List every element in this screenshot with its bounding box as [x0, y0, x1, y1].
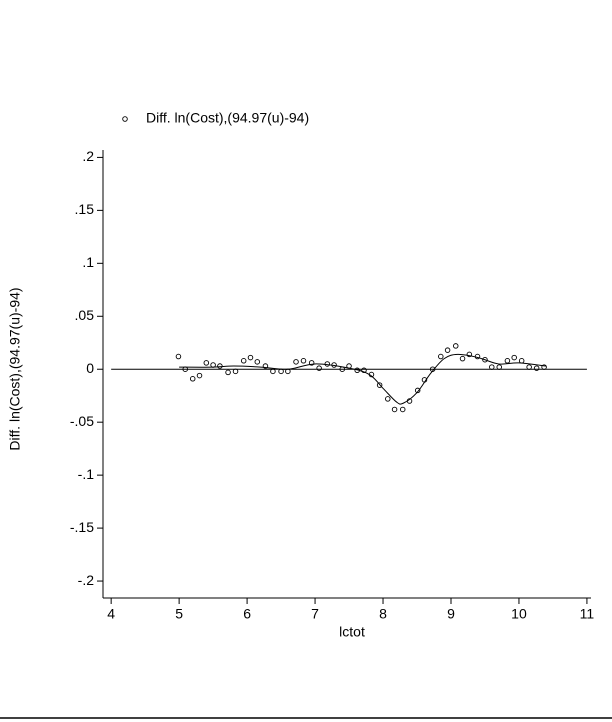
data-point [225, 369, 231, 376]
data-point [518, 358, 525, 364]
data-point [399, 406, 406, 413]
data-point [232, 368, 239, 375]
data-point [511, 354, 517, 361]
data-point [482, 356, 488, 363]
x-tick-label: 7 [311, 606, 319, 622]
data-point [376, 382, 383, 388]
y-tick-label: .05 [75, 307, 95, 323]
data-point [533, 365, 540, 371]
y-tick-label: .15 [75, 201, 95, 217]
data-point [324, 361, 331, 367]
data-point [385, 396, 391, 402]
data-point [541, 364, 547, 370]
data-point [308, 360, 315, 366]
data-point [254, 359, 261, 365]
data-point [391, 406, 398, 413]
data-point [278, 368, 284, 375]
x-tick-label: 9 [447, 606, 455, 622]
x-tick-label: 8 [379, 606, 387, 622]
data-point [414, 387, 421, 394]
y-tick-label: -.2 [78, 572, 95, 588]
y-tick-label: -.15 [70, 519, 94, 535]
data-point [175, 353, 182, 360]
data-point [526, 364, 532, 370]
smooth-line [179, 353, 547, 405]
data-point [270, 368, 276, 375]
data-point [293, 359, 299, 365]
data-point [504, 358, 511, 364]
x-axis-label: lctot [339, 624, 365, 640]
data-point [361, 367, 367, 374]
data-point [203, 360, 210, 366]
y-tick-label: -.05 [70, 413, 94, 429]
data-point [240, 358, 247, 364]
x-tick-label: 4 [107, 606, 115, 622]
data-point [489, 364, 495, 370]
data-point [496, 364, 502, 370]
x-tick-label: 10 [511, 606, 527, 622]
y-tick-label: .2 [82, 148, 94, 164]
y-tick-label: 0 [86, 360, 94, 376]
data-point [247, 354, 254, 361]
y-tick-label: -.1 [78, 466, 95, 482]
legend-marker [122, 116, 128, 122]
data-point [452, 343, 459, 349]
data-point [316, 365, 322, 371]
data-point [217, 363, 223, 369]
data-point [466, 351, 473, 358]
data-point [196, 372, 203, 379]
data-point [438, 353, 444, 360]
x-tick-label: 11 [580, 606, 595, 622]
legend-label: Diff. ln(Cost),(94.97(u)-94) [146, 110, 309, 126]
x-tick-label: 6 [243, 606, 251, 622]
data-point [189, 376, 196, 382]
data-point [459, 355, 466, 362]
x-tick-label: 5 [175, 606, 183, 622]
data-point [444, 347, 451, 353]
data-point [300, 358, 307, 364]
y-tick-label: .1 [82, 254, 94, 270]
data-point [262, 363, 269, 369]
y-axis-label: Diff. ln(Cost),(94.97(u)-94) [7, 287, 23, 450]
